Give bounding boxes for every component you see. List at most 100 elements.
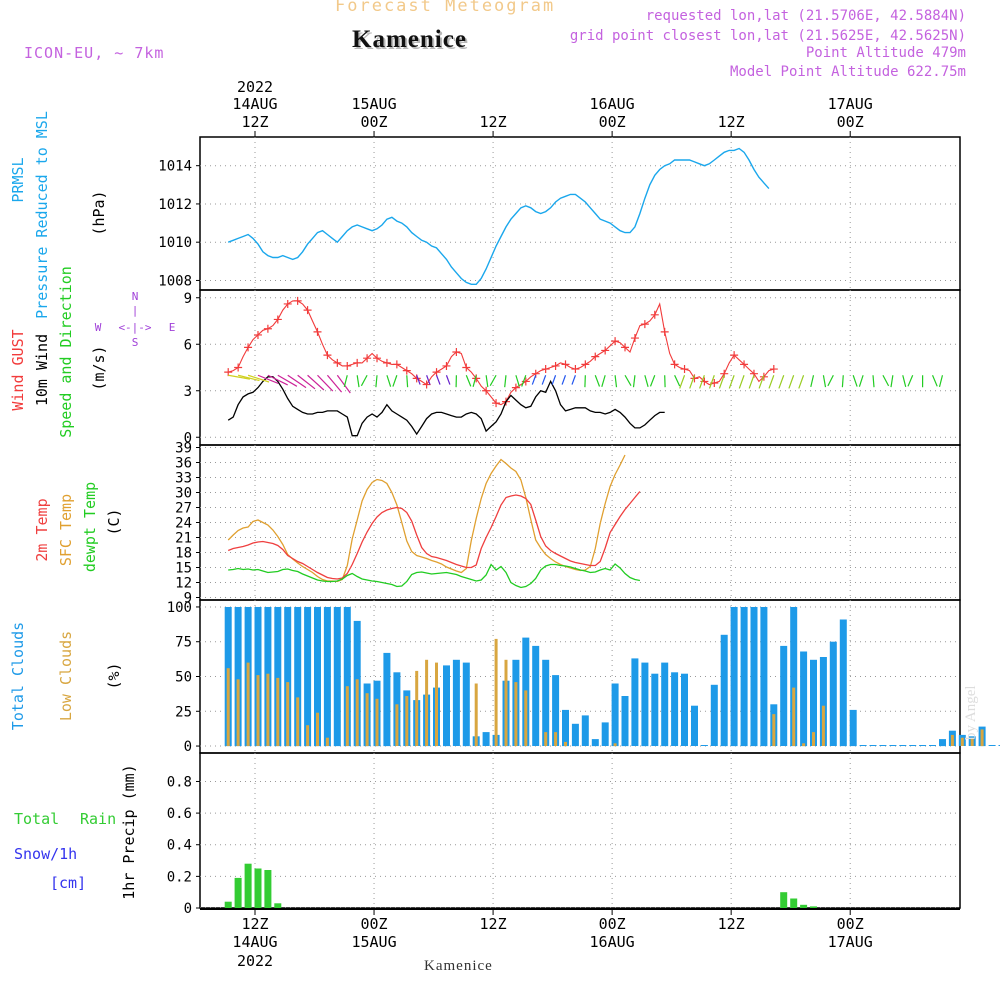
ytick-label: 50	[175, 670, 192, 686]
wind-direction-arrow	[297, 374, 316, 390]
pressure-line	[227, 147, 770, 285]
wind-direction-arrow	[931, 375, 938, 387]
bottom-date-label: 16AUG	[590, 933, 635, 951]
bottom-hour-label: 12Z	[241, 915, 268, 933]
wind-direction-arrow	[472, 375, 477, 387]
bottom-hour-label: 00Z	[360, 915, 387, 933]
wind-direction-arrow	[237, 374, 260, 382]
total-cloud-bar	[849, 709, 857, 747]
wind-direction-arrow	[614, 375, 618, 388]
low-cloud-bar	[316, 712, 319, 747]
low-cloud-bar	[365, 693, 369, 747]
low-cloud-bar	[276, 677, 280, 747]
wind-direction-arrow	[728, 375, 735, 389]
precip-unit: 1hr Precip (mm)	[120, 764, 138, 899]
compass-n: N	[132, 290, 139, 303]
total-cloud-bar	[889, 745, 897, 746]
wind-direction-arrow	[890, 375, 894, 388]
wind-direction-arrow	[788, 375, 795, 389]
low-cloud-bar	[564, 741, 567, 747]
wind-direction-arrow	[541, 375, 547, 385]
total-cloud-bar	[611, 683, 619, 747]
total-cloud-bar	[790, 607, 798, 747]
ytick-label: 1014	[158, 159, 192, 175]
low-cloud-bar	[821, 705, 825, 746]
total-cloud-bar	[760, 607, 768, 747]
wind-direction-arrow	[247, 374, 270, 383]
low-cloud-bar	[405, 696, 409, 747]
total-cloud-bar	[869, 745, 877, 746]
top-hour-label: 00Z	[599, 113, 626, 131]
wind-direction-arrow	[392, 375, 398, 387]
total-cloud-bar	[998, 745, 1000, 746]
wind-direction-arrow	[326, 374, 343, 393]
low-cloud-bar	[554, 732, 558, 746]
precip-rain-label: Rain	[80, 810, 116, 828]
ytick-label: 39	[175, 441, 192, 457]
wind-direction-arrow	[810, 375, 815, 388]
wind-direction-arrow	[435, 375, 441, 385]
total-cloud-bar	[929, 745, 936, 746]
total-cloud-bar	[234, 607, 242, 747]
wind-unit: (m/s)	[90, 345, 108, 390]
low-cloud-bar	[950, 734, 954, 746]
low-cloud-bar	[375, 698, 379, 747]
bottom-date-label: 17AUG	[828, 933, 873, 951]
total-cloud-bar	[681, 673, 688, 746]
low-cloud-bar	[474, 683, 478, 747]
wind-direction-arrow	[267, 374, 288, 386]
ytick-label: 30	[175, 486, 192, 502]
low-cloud-bar	[425, 659, 429, 746]
wind-direction-arrow	[674, 374, 681, 387]
ytick-label: 1008	[158, 273, 192, 289]
wind-direction-arrow	[699, 375, 705, 389]
low-cloud-bar	[415, 670, 419, 746]
wind-direction-arrow	[689, 375, 696, 389]
top-hour-label: 12Z	[718, 113, 745, 131]
wind-direction-arrow	[504, 375, 507, 388]
ytick-label: 0.2	[167, 869, 192, 885]
ytick-label: 0	[184, 739, 192, 755]
total-cloud-bar	[819, 657, 827, 746]
temp-2m-line	[227, 491, 641, 580]
wind-direction-arrow	[307, 374, 325, 391]
wind-direction-arrow	[938, 375, 944, 388]
ytick-label: 36	[175, 456, 192, 472]
wind-direction-arrow	[907, 375, 914, 387]
panel-frame-0	[199, 136, 961, 291]
total-cloud-bar	[482, 732, 490, 746]
total-cloud-bar	[274, 607, 282, 747]
compass-w: W	[95, 321, 102, 334]
ytick-label: 0	[184, 430, 192, 446]
temp-2m-title: 2m Temp	[33, 498, 51, 561]
wind-title: 10m Wind	[33, 334, 51, 406]
wind-direction-arrow	[748, 375, 755, 389]
wind-direction-arrow	[336, 374, 351, 394]
wind-direction-arrow	[738, 375, 745, 389]
wind-direction-arrow	[708, 375, 715, 389]
low-cloud-bar	[236, 679, 240, 747]
total-cloud-bar	[909, 745, 917, 746]
total-cloud-bar	[343, 607, 351, 747]
precip-bar	[800, 904, 808, 908]
total-cloud-bar	[452, 659, 460, 746]
pressure-unit: (hPa)	[90, 190, 108, 235]
ytick-label: 21	[175, 531, 192, 547]
wind-direction-arrow	[594, 375, 601, 387]
total-cloud-bar	[443, 665, 450, 747]
ytick-label: 12	[175, 576, 192, 592]
wind-direction-arrow	[601, 375, 606, 387]
low-cloud-bar	[256, 675, 260, 746]
meteogram-title: Forecast Meteogram	[335, 0, 556, 16]
wind-direction-arrow	[902, 375, 907, 388]
ytick-label: 0.6	[167, 806, 192, 822]
panel-frame-4	[199, 752, 961, 909]
sfc-temp-line	[227, 454, 626, 583]
total-cloud-bar	[939, 739, 946, 747]
total-cloud-bar	[720, 634, 728, 747]
low-cloud-bar	[514, 682, 518, 747]
ytick-label: 1012	[158, 197, 192, 213]
wind-direction-arrow	[531, 375, 537, 385]
wind-direction-arrow	[632, 375, 636, 388]
total-cloud-bar	[571, 723, 579, 747]
